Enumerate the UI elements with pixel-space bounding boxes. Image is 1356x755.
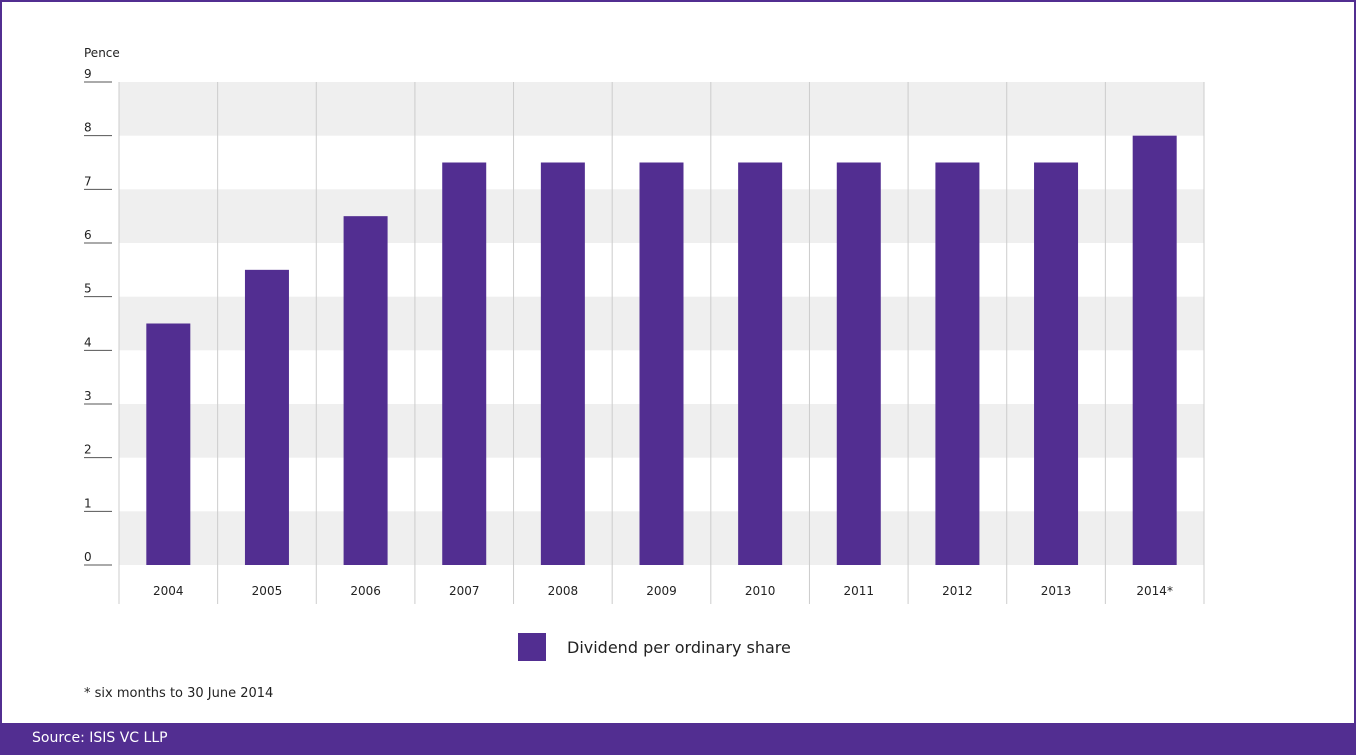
x-tick-label: 2011 [843, 584, 874, 598]
y-tick-label: 5 [84, 282, 92, 296]
bar [1034, 162, 1079, 565]
y-tick-label: 1 [84, 496, 92, 510]
bar [442, 162, 487, 565]
footnote: * six months to 30 June 2014 [84, 686, 273, 701]
bar [935, 162, 980, 565]
grid-band [119, 82, 1204, 136]
source-text: Source: ISIS VC LLP [32, 730, 168, 746]
bar [244, 269, 289, 565]
bar [836, 162, 881, 565]
y-axis-label: Pence [84, 46, 120, 60]
x-tick-label: 2009 [646, 584, 677, 598]
y-tick-label: 7 [84, 174, 92, 188]
x-tick-label: 2012 [942, 584, 973, 598]
legend-swatch [518, 633, 546, 661]
x-tick-label: 2008 [548, 584, 579, 598]
bar [343, 216, 388, 565]
y-axis: 0 1 2 3 4 5 6 7 8 9 [84, 67, 112, 566]
x-tick-label: 2010 [745, 584, 776, 598]
bar [146, 323, 191, 565]
y-tick-label: 6 [84, 228, 92, 242]
bar [1132, 135, 1177, 565]
y-tick-label: 2 [84, 443, 92, 457]
x-tick-label: 2006 [350, 584, 381, 598]
x-tick-label: 2004 [153, 584, 184, 598]
y-tick-label: 4 [84, 335, 92, 349]
bar [738, 162, 783, 565]
y-tick-label: 0 [84, 550, 92, 564]
x-tick-label: 2014* [1136, 584, 1173, 598]
category-dividers [118, 82, 1205, 604]
y-tick-label: 3 [84, 389, 92, 403]
x-tick-label: 2007 [449, 584, 480, 598]
legend-label: Dividend per ordinary share [567, 638, 791, 657]
source-bar: Source: ISIS VC LLP [0, 723, 1356, 755]
bars [146, 135, 1177, 565]
bar [639, 162, 684, 565]
bar [540, 162, 585, 565]
x-tick-label: 2013 [1041, 584, 1072, 598]
x-axis: 2004 2005 2006 2007 2008 2009 2010 2011 2012 2013… [153, 584, 1173, 598]
x-tick-label: 2005 [252, 584, 283, 598]
y-tick-label: 9 [84, 67, 92, 81]
y-tick-label: 8 [84, 121, 92, 135]
